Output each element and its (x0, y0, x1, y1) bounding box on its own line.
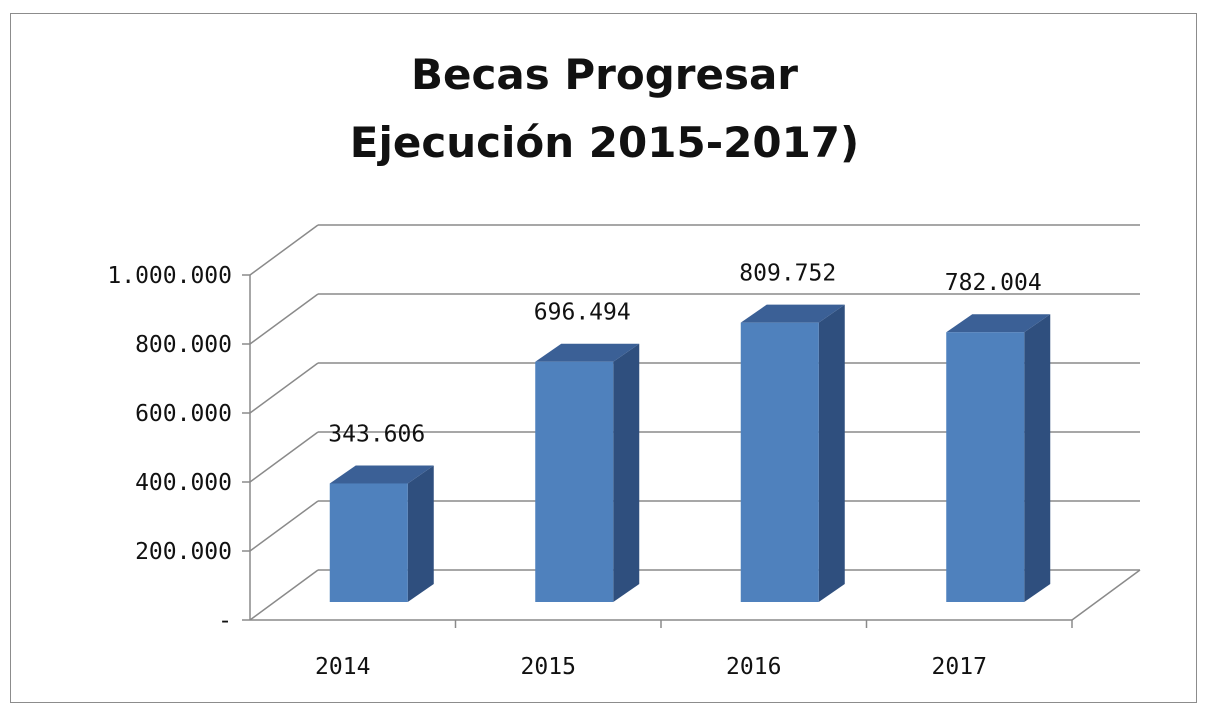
y-tick-label-3: 600.000 (135, 401, 232, 427)
bar-2014 (329, 483, 408, 602)
y-tick-label-1: 200.000 (135, 539, 232, 565)
gridline-side-3 (249, 362, 319, 414)
gridline-side-1 (249, 500, 319, 552)
floor-right-edge (1071, 569, 1141, 621)
gridline-side-5 (249, 224, 319, 276)
gridline-side-4 (249, 293, 319, 345)
x-tick-label-2014: 2014 (315, 654, 370, 680)
bar-2017 (946, 332, 1025, 602)
data-label-2016: 809.752 (739, 261, 836, 287)
bar-side-2016 (818, 304, 845, 602)
chart-title-line-1: Becas Progresar (410, 50, 799, 99)
bar-side-2017 (1024, 314, 1051, 602)
chart-title-line-2: Ejecución 2015-2017) (349, 118, 860, 167)
bar-side-2014 (407, 465, 434, 602)
y-tick-label-2: 400.000 (135, 470, 232, 496)
bar-top-2015 (535, 343, 640, 362)
bar-side-2015 (613, 343, 640, 602)
x-tick-label-2015: 2015 (521, 654, 576, 680)
bar-top-2014 (329, 465, 434, 484)
bar-2016 (740, 322, 819, 602)
y-tick-label-4: 800.000 (135, 332, 232, 358)
y-tick-label-0: - (218, 608, 232, 634)
gridline-side-2 (249, 431, 319, 483)
gridline-side-0 (249, 569, 319, 621)
bar-top-2016 (740, 304, 845, 323)
y-tick-label-5: 1.000.000 (107, 263, 232, 289)
data-label-2017: 782.004 (945, 270, 1042, 296)
data-label-2014: 343.606 (328, 421, 425, 447)
bar-2015 (535, 361, 614, 602)
bar-top-2017 (946, 314, 1051, 333)
data-label-2015: 696.494 (534, 300, 631, 326)
x-tick-label-2016: 2016 (726, 654, 781, 680)
x-tick-label-2017: 2017 (932, 654, 987, 680)
